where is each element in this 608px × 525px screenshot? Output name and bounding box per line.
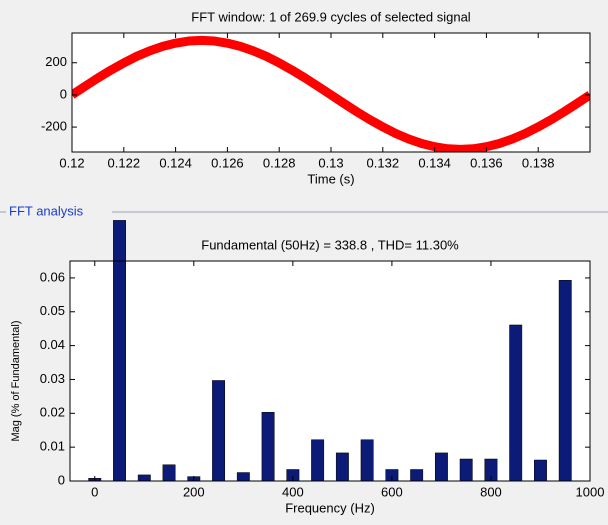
bar (236, 472, 250, 482)
bar (311, 439, 325, 482)
y-tick-label: 0 (60, 86, 67, 101)
chart-title: FFT window: 1 of 269.9 cycles of selecte… (191, 9, 471, 24)
x-tick-label: 0.13 (318, 155, 343, 170)
y-tick-label: 0 (58, 472, 65, 487)
x-tick-label: 800 (480, 484, 502, 499)
bar (113, 220, 126, 482)
x-tick-label: 0.12 (59, 155, 84, 170)
panel-label: FFT analysis (9, 203, 84, 218)
y-tick-label: 0.03 (40, 371, 65, 386)
x-tick-label: 0.138 (522, 155, 555, 170)
y-tick-label: 200 (45, 54, 67, 69)
bar (212, 380, 226, 482)
bar (558, 280, 572, 482)
x-tick-label: 0.124 (159, 155, 192, 170)
x-tick-label: 0 (91, 484, 98, 499)
y-axis-label: Mag (% of Fundamental) (10, 320, 22, 441)
y-tick-label: 0.02 (40, 405, 65, 420)
x-tick-label: 0.132 (367, 155, 400, 170)
x-tick-label: 0.122 (108, 155, 141, 170)
bar (162, 464, 176, 482)
chart-title: Fundamental (50Hz) = 338.8 , THD= 11.30% (201, 237, 459, 252)
y-tick-label: 0.01 (40, 439, 65, 454)
x-tick-label: 0.134 (418, 155, 451, 170)
bar (434, 452, 448, 482)
bar (360, 439, 374, 482)
axes-box (69, 260, 591, 482)
plot-area (70, 261, 590, 481)
y-tick-label: -200 (41, 119, 67, 134)
bar (410, 469, 424, 482)
bar (137, 474, 151, 482)
y-tick-label: 0.04 (40, 337, 65, 352)
bar (509, 324, 523, 482)
x-tick-label: 0.126 (211, 155, 244, 170)
x-tick-label: 600 (381, 484, 403, 499)
x-axis-label: Time (s) (307, 171, 354, 186)
bar (459, 458, 473, 482)
y-tick-label: 0.05 (40, 303, 65, 318)
x-axis-label: Frequency (Hz) (285, 500, 375, 515)
bar (534, 459, 547, 482)
bar (335, 452, 349, 482)
bar (261, 412, 275, 482)
signal-line (72, 35, 590, 152)
x-tick-label: 0.128 (263, 155, 296, 170)
x-tick-label: 400 (282, 484, 304, 499)
y-tick-label: 0.06 (40, 269, 65, 284)
x-tick-label: 1000 (576, 484, 605, 499)
x-tick-label: 200 (183, 484, 205, 499)
x-tick-label: 0.136 (470, 155, 503, 170)
